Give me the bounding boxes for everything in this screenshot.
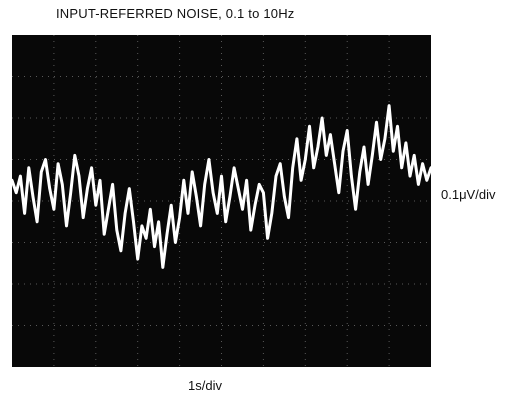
chart-title: INPUT-REFERRED NOISE, 0.1 to 10Hz [56, 6, 295, 21]
noise-trace [12, 104, 431, 269]
oscilloscope-screen [12, 35, 431, 367]
x-scale-label: 1s/div [188, 378, 222, 393]
noise-plot [12, 35, 431, 367]
y-scale-label: 0.1μV/div [441, 187, 496, 202]
